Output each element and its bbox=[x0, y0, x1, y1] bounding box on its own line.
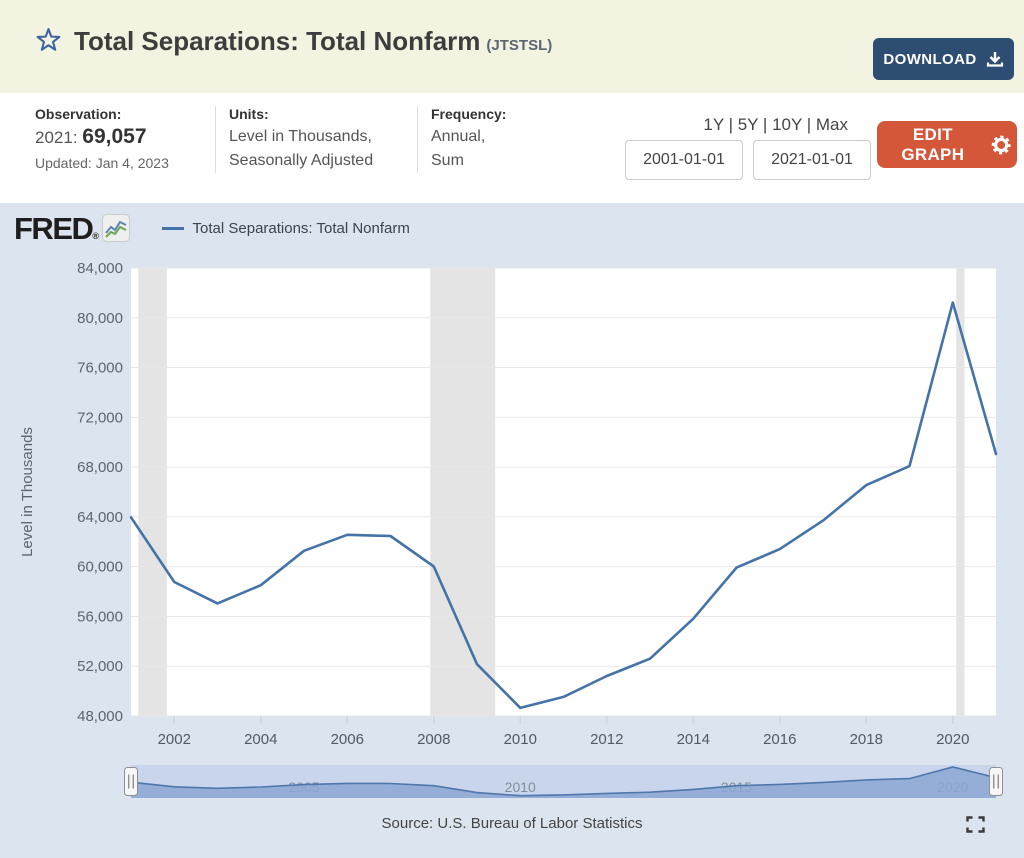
units-block: Units: Level in Thousands, Seasonally Ad… bbox=[215, 106, 417, 173]
frequency-block: Frequency: Annual, Sum bbox=[417, 106, 539, 173]
navigator-handle-left[interactable] bbox=[124, 767, 138, 796]
frequency-line1: Annual, bbox=[431, 128, 486, 145]
series-line bbox=[129, 301, 998, 710]
x-axis-tick-label: 2004 bbox=[244, 731, 277, 748]
x-axis-tick-label: 2002 bbox=[158, 731, 191, 748]
edit-graph-button[interactable]: EDIT GRAPH bbox=[877, 121, 1017, 168]
recession-band bbox=[138, 268, 167, 716]
meta-row: Observation: 2021: 69,057 Updated: Jan 4… bbox=[0, 93, 1024, 203]
download-icon bbox=[986, 52, 1003, 67]
y-axis-tick-label: 52,000 bbox=[77, 658, 123, 675]
y-axis-tick-label: 60,000 bbox=[77, 559, 123, 576]
navigator-handle-right[interactable] bbox=[989, 767, 1003, 796]
legend: Total Separations: Total Nonfarm bbox=[161, 219, 410, 237]
y-axis-tick-label: 80,000 bbox=[77, 310, 123, 327]
y-axis-tick-label: 68,000 bbox=[77, 459, 123, 476]
x-axis-tick-label: 2018 bbox=[850, 731, 883, 748]
units-line2: Seasonally Adjusted bbox=[229, 152, 374, 169]
y-axis-tick-label: 64,000 bbox=[77, 509, 123, 526]
fullscreen-corners-icon bbox=[965, 815, 985, 833]
page-title: Total Separations: Total Nonfarm (JTSTSL) bbox=[74, 26, 552, 57]
series-id: (JTSTSL) bbox=[486, 37, 553, 54]
navigator-year-label: 2010 bbox=[505, 779, 536, 795]
title-bar: Total Separations: Total Nonfarm (JTSTSL)… bbox=[0, 0, 1024, 93]
y-axis-title: Level in Thousands bbox=[19, 427, 36, 557]
units-line1: Level in Thousands, bbox=[229, 128, 372, 145]
fred-logo[interactable]: FRED® bbox=[14, 210, 99, 246]
source-attribution: Source: U.S. Bureau of Labor Statistics bbox=[381, 815, 643, 832]
download-button-label: DOWNLOAD bbox=[883, 50, 977, 68]
chart-region: FRED® Total Separations: Total Nonfarm 4… bbox=[0, 203, 1024, 858]
x-axis-tick-label: 2014 bbox=[677, 731, 710, 748]
fullscreen-button[interactable] bbox=[962, 812, 988, 836]
plot-background bbox=[131, 268, 996, 716]
x-axis-tick-label: 2012 bbox=[590, 731, 623, 748]
observation-value: 69,057 bbox=[82, 125, 147, 148]
gear-icon bbox=[991, 135, 1011, 154]
recession-band bbox=[956, 268, 965, 716]
x-axis-tick-label: 2016 bbox=[763, 731, 796, 748]
x-axis-tick-label: 2010 bbox=[504, 731, 537, 748]
main-chart: 48,000 52,000 56,000 60,000 64,000 68,000 72,0… bbox=[19, 260, 1003, 798]
favorite-star-icon[interactable] bbox=[35, 27, 62, 54]
chart-header: FRED® Total Separations: Total Nonfarm bbox=[14, 212, 410, 244]
observation-label: Observation: bbox=[35, 106, 122, 122]
recession-band bbox=[430, 268, 496, 716]
y-axis-tick-label: 76,000 bbox=[77, 360, 123, 377]
navigator-area bbox=[131, 767, 996, 798]
range-preset-links[interactable]: 1Y | 5Y | 10Y | Max bbox=[703, 115, 848, 134]
y-axis-tick-label: 84,000 bbox=[77, 260, 123, 277]
legend-label: Total Separations: Total Nonfarm bbox=[192, 219, 410, 237]
chart-plot-area[interactable] bbox=[131, 268, 996, 716]
start-date-input[interactable] bbox=[625, 140, 743, 180]
observation-period: 2021: bbox=[35, 128, 78, 147]
observation-block: Observation: 2021: 69,057 Updated: Jan 4… bbox=[35, 106, 215, 173]
end-date-input[interactable] bbox=[753, 140, 871, 180]
edit-graph-label: EDIT GRAPH bbox=[901, 124, 965, 164]
legend-line-swatch bbox=[161, 226, 184, 230]
x-axis-tick-label: 2020 bbox=[936, 731, 969, 748]
fred-logo-chart-icon bbox=[101, 214, 130, 242]
y-axis-tick-label: 56,000 bbox=[77, 608, 123, 625]
observation-updated: Updated: Jan 4, 2023 bbox=[35, 155, 169, 171]
frequency-label: Frequency: bbox=[431, 106, 507, 122]
y-axis-tick-label: 48,000 bbox=[77, 708, 123, 725]
y-axis-tick-label: 72,000 bbox=[77, 409, 123, 426]
frequency-line2: Sum bbox=[431, 152, 464, 169]
download-button[interactable]: DOWNLOAD bbox=[873, 38, 1014, 80]
x-axis-tick-label: 2006 bbox=[331, 731, 364, 748]
units-label: Units: bbox=[229, 106, 269, 122]
x-axis-tick-label: 2008 bbox=[417, 731, 450, 748]
navigator-line bbox=[130, 766, 997, 797]
series-title: Total Separations: Total Nonfarm bbox=[74, 26, 481, 56]
